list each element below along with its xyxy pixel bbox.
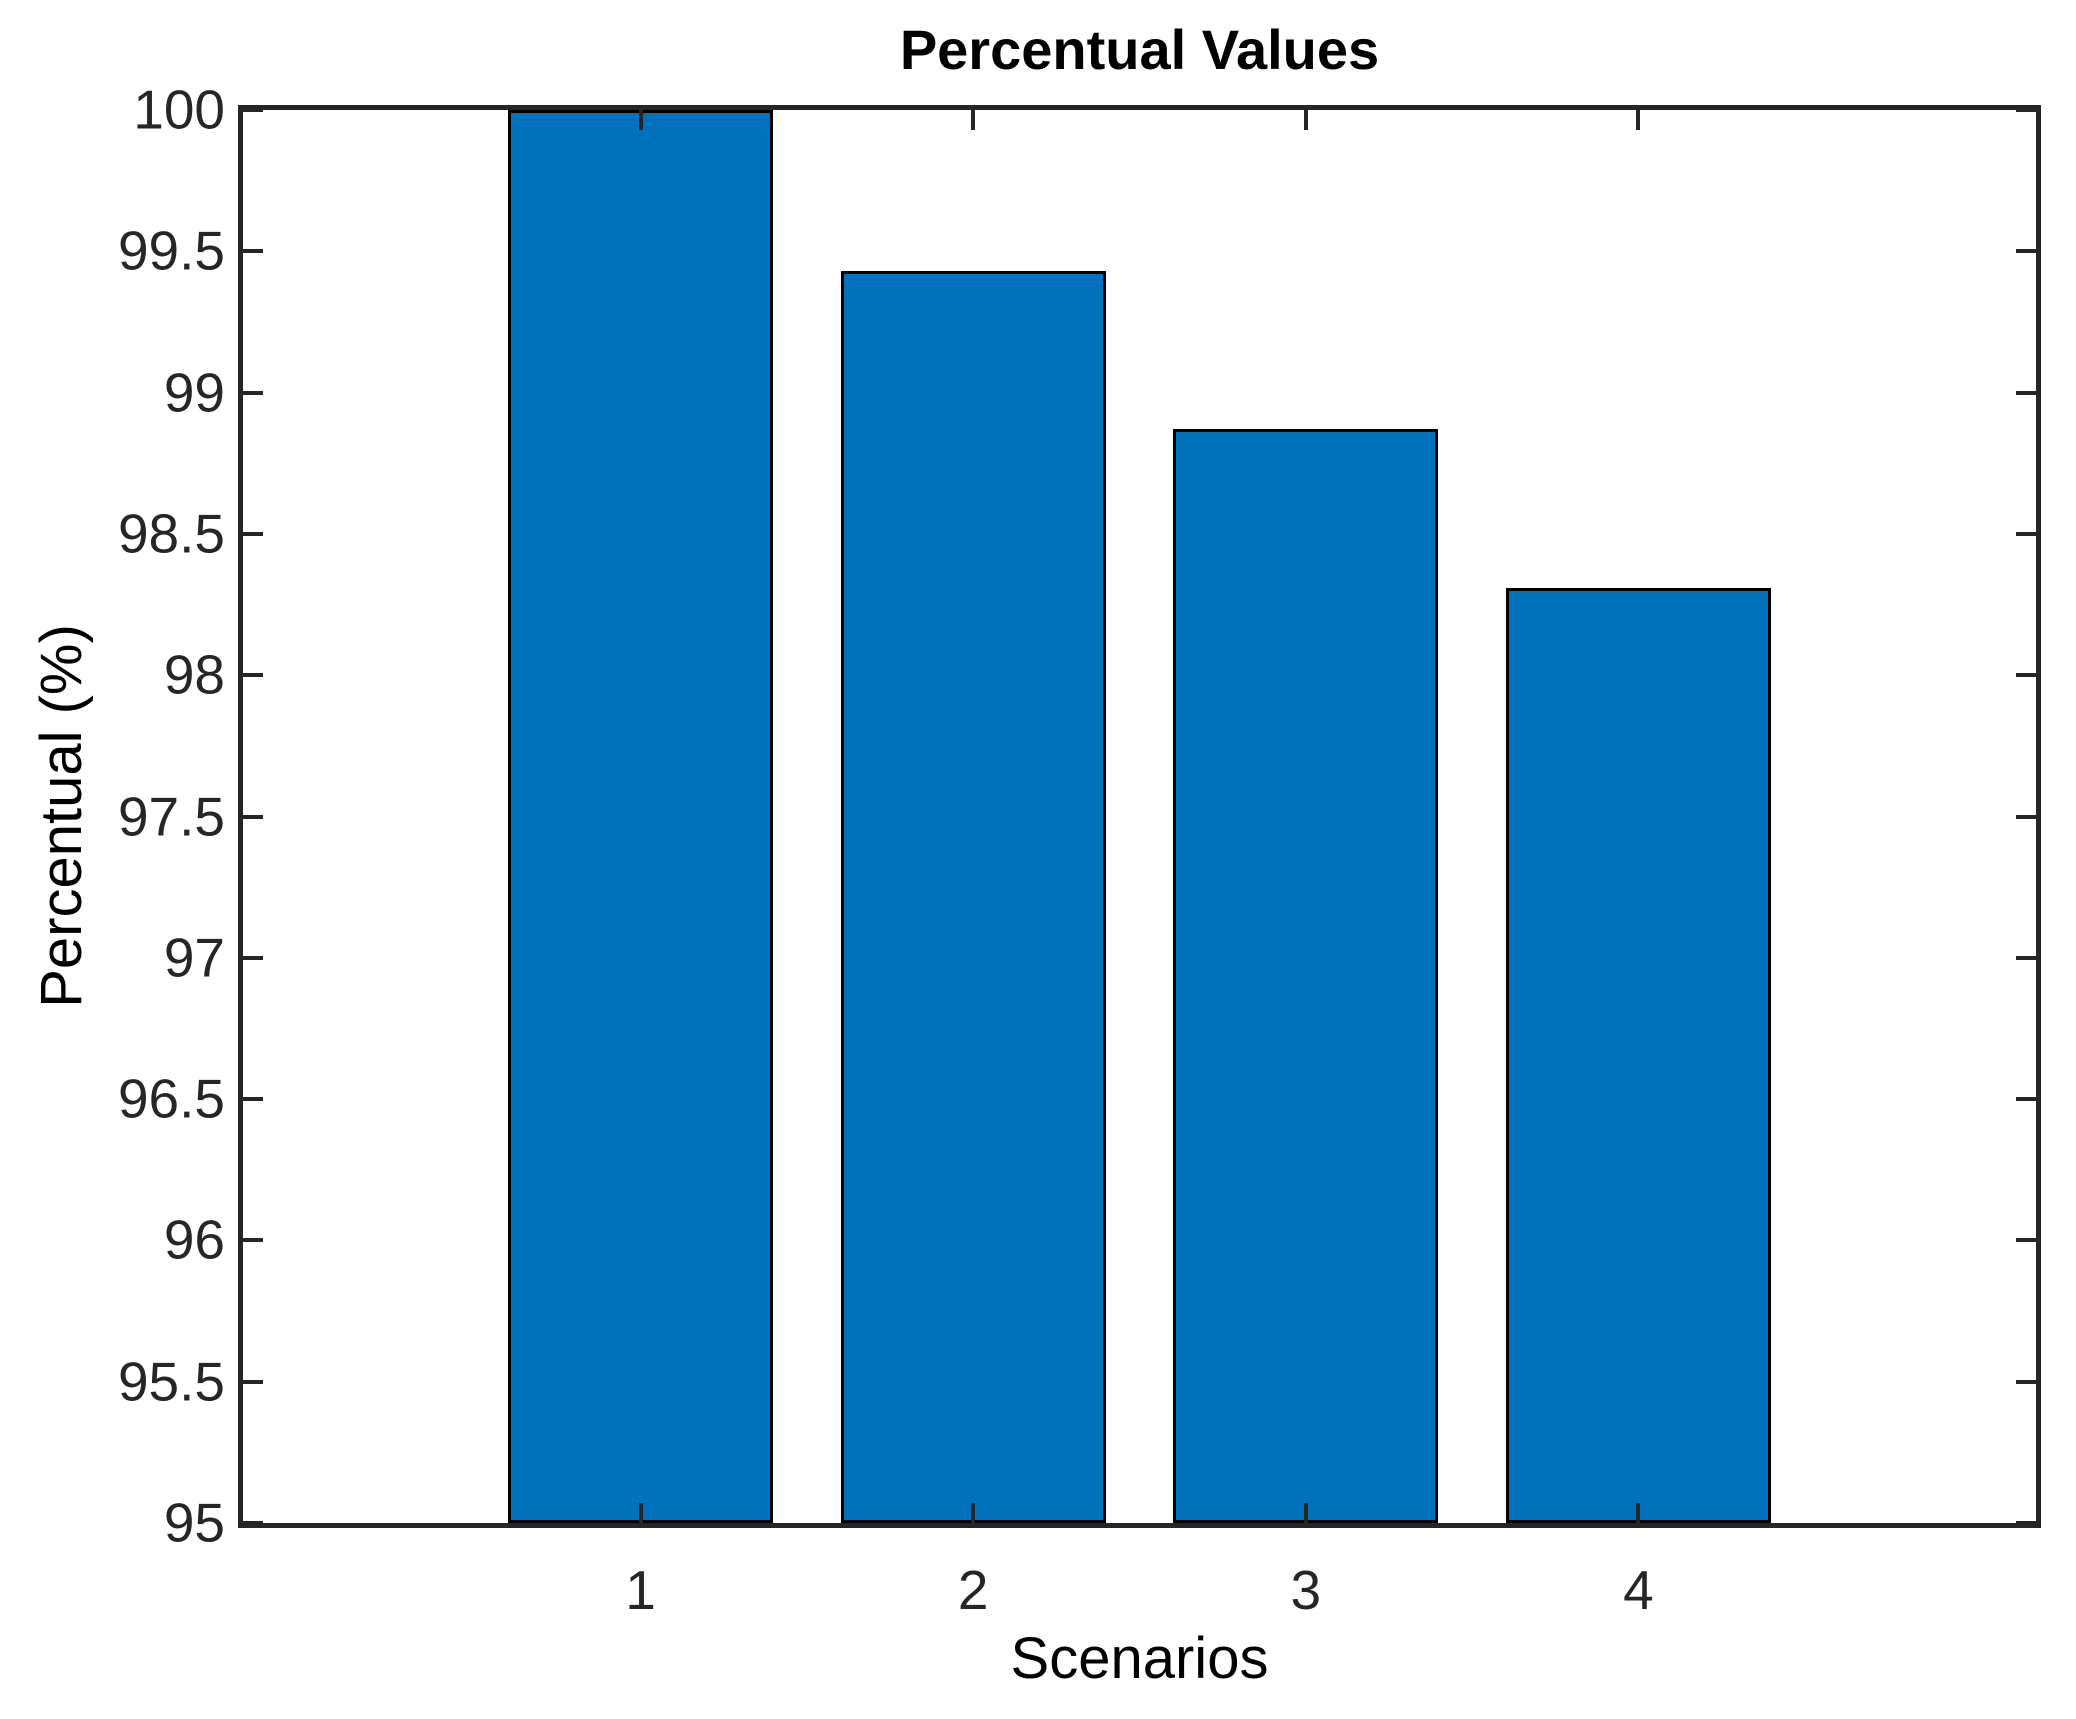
y-tick-label: 98: [163, 643, 225, 706]
y-tick: [243, 814, 263, 819]
y-tick-label: 97: [163, 926, 225, 989]
y-tick-label: 96.5: [117, 1067, 225, 1130]
y-tick: [2016, 1379, 2036, 1384]
y-tick: [2016, 955, 2036, 960]
y-tick-label: 100: [133, 78, 225, 141]
y-tick: [243, 673, 263, 678]
y-tick: [243, 531, 263, 536]
y-tick: [243, 390, 263, 395]
y-tick-label: 95.5: [117, 1350, 225, 1413]
x-axis-label: Scenarios: [1010, 1626, 1269, 1691]
bar-scenario-3: [1173, 429, 1439, 1523]
y-tick-label: 98.5: [117, 502, 225, 565]
y-tick: [243, 1521, 263, 1525]
x-tick-label: 2: [957, 1559, 989, 1621]
y-tick-label: 99: [163, 361, 225, 424]
y-tick-label: 96: [163, 1208, 225, 1271]
plot-area: 1 2 3 4 95 95.5 96 96.5 97 97.5 98 98.5 99 99.5 100: [118, 82, 2041, 1618]
y-tick: [243, 1379, 263, 1384]
x-tick: [1303, 110, 1308, 130]
chart-title: Percentual Values: [899, 18, 1380, 81]
y-tick: [2016, 1238, 2036, 1243]
y-tick-label: 99.5: [117, 219, 225, 282]
y-tick: [2016, 390, 2036, 395]
y-tick: [243, 955, 263, 960]
x-tick: [638, 1503, 643, 1523]
x-tick: [971, 110, 976, 130]
y-tick: [2016, 531, 2036, 536]
bar-scenario-1: [508, 110, 773, 1523]
x-tick: [1636, 1503, 1641, 1523]
x-tick-label: 1: [625, 1559, 656, 1621]
y-tick: [2016, 1521, 2036, 1525]
y-tick: [2016, 1097, 2036, 1102]
y-axis-label: Percentual (%): [29, 624, 94, 1008]
x-tick: [971, 1503, 976, 1523]
bar-scenario-2: [840, 271, 1106, 1523]
y-tick: [2016, 249, 2036, 254]
x-tick: [638, 110, 643, 130]
bar-scenario-4: [1506, 587, 1771, 1523]
y-tick-label: 95: [163, 1491, 225, 1554]
x-tick: [1303, 1503, 1308, 1523]
y-tick: [2016, 814, 2036, 819]
x-tick-label: 4: [1623, 1559, 1654, 1621]
y-tick: [243, 249, 263, 254]
y-tick: [2016, 108, 2036, 112]
y-tick: [243, 108, 263, 112]
y-tick: [2016, 673, 2036, 678]
x-tick-label: 3: [1290, 1559, 1322, 1621]
x-tick: [1636, 110, 1641, 130]
y-tick: [243, 1097, 263, 1102]
y-tick-label: 97.5: [117, 785, 225, 847]
y-tick: [243, 1238, 263, 1243]
